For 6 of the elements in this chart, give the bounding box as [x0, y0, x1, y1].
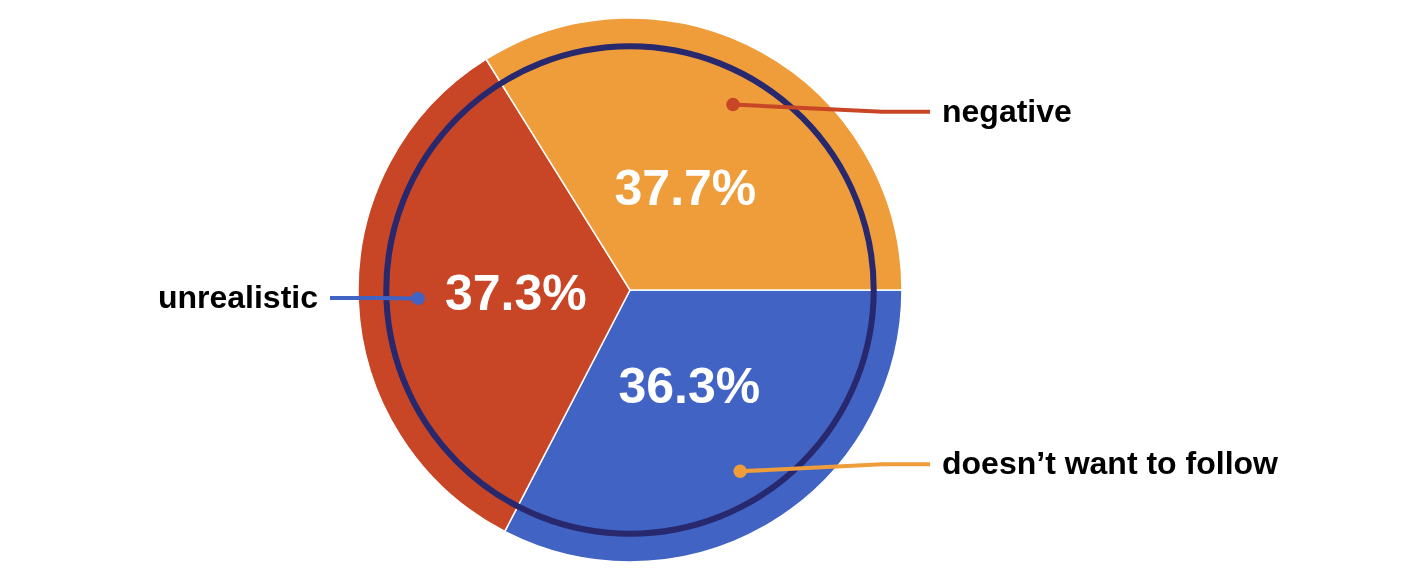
slice-label: unrealistic [157, 279, 318, 316]
slice-label: negative [942, 92, 1072, 129]
data-label: 37.7% [614, 160, 757, 217]
data-label: 36.3% [618, 357, 761, 414]
slice-label: doesn’t want to follow [942, 445, 1279, 482]
data-label: 37.3% [444, 264, 587, 321]
